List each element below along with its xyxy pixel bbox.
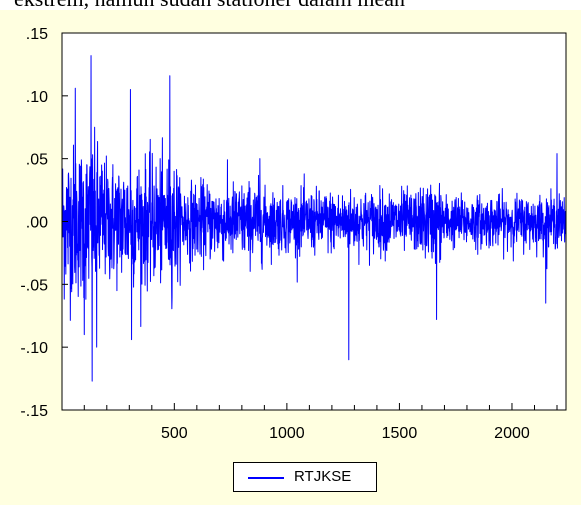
y-tick-label: -.15	[20, 403, 48, 420]
x-tick-label: 500	[161, 425, 188, 442]
series-group	[61, 33, 567, 410]
legend: RTJKSE	[233, 462, 377, 492]
y-tick-label: .15	[26, 26, 48, 43]
y-tick-label: .05	[26, 152, 48, 169]
y-tick-label: -.10	[20, 340, 48, 357]
y-tick-label: .10	[26, 89, 48, 106]
x-tick-label: 1500	[382, 425, 418, 442]
axis-group: .15 .10 .05 .00 -.05 -.10 -.15 500 1000 1500 2000	[20, 26, 558, 442]
x-tick-label: 2000	[494, 425, 530, 442]
caption-text: ekstrem, namun sudah stationer dalam mea…	[0, 0, 581, 10]
y-tick-label: .00	[26, 215, 48, 232]
legend-label-rtjkse: RTJKSE	[294, 468, 352, 485]
x-tick-label: 1000	[269, 425, 305, 442]
legend-swatch-rtjkse	[248, 477, 284, 479]
y-tick-label: -.05	[20, 277, 48, 294]
series-line-rtjkse	[61, 55, 567, 382]
